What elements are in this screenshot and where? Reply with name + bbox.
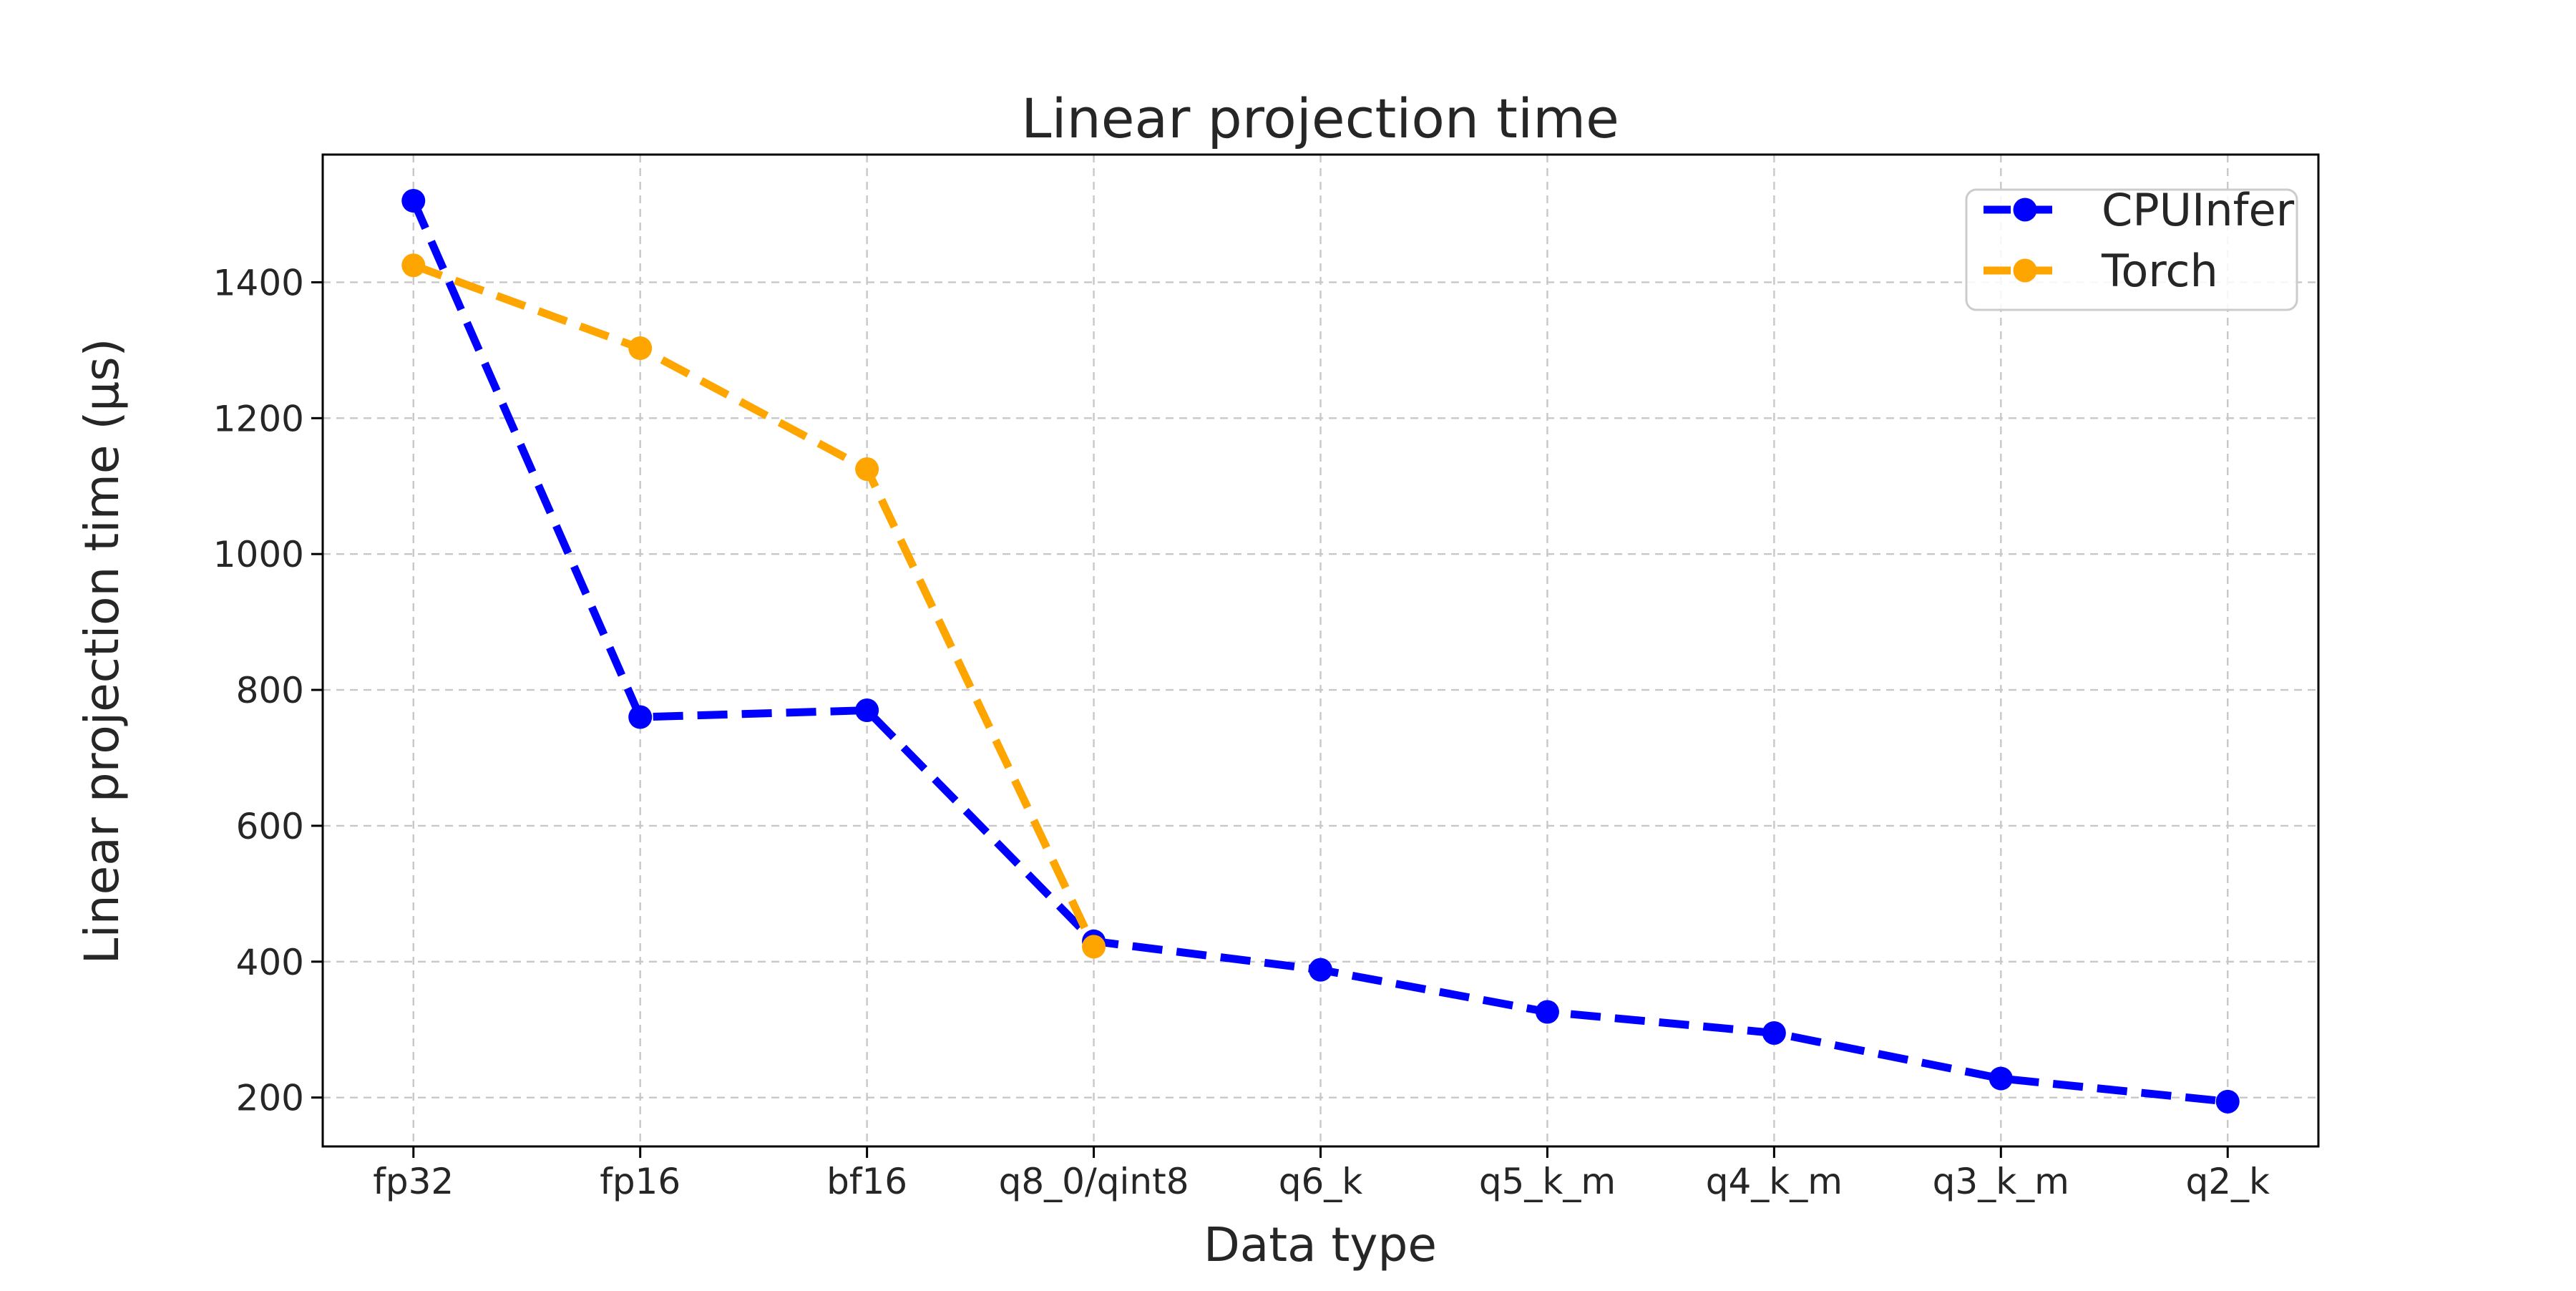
data-point-CPUInfer [1762,1020,1786,1045]
x-tick-label: q6_k [1279,1161,1363,1202]
y-axis-label: Linear projection time (μs) [74,338,130,965]
data-point-CPUInfer [855,698,879,723]
axes-frame [321,153,2320,1148]
chart-title: Linear projection time [1021,87,1619,150]
x-tick-label: fp32 [373,1161,454,1202]
data-point-Torch [628,336,653,361]
x-tick-label: q8_0/qint8 [999,1161,1189,1202]
x-tick-label: q5_k_m [1479,1161,1616,1202]
legend-item: Torch [1984,245,2218,297]
axis-ticks [311,281,2229,1158]
data-point-CPUInfer [1535,1000,1559,1024]
data-point-CPUInfer [1309,958,1332,982]
data-point-Torch [401,253,426,278]
data-point-CPUInfer [628,705,653,729]
data-point-CPUInfer [2215,1089,2240,1114]
data-point-CPUInfer [401,189,426,213]
x-tick-labels: fp32 fp16 bf16 q8_0/qint8 q6_k q5_k_m q4_k_m q3… [373,1161,2270,1202]
legend-label: CPUInfer [2102,184,2295,236]
x-tick-label: fp16 [600,1161,680,1202]
y-tick-label: 600 [236,806,304,847]
x-tick-label: q3_k_m [1933,1161,2069,1202]
plot-border [321,153,2320,1148]
legend-item: CPUInfer [1984,184,2295,236]
legend-label: Torch [2101,245,2218,297]
x-tick-label: q2_k [2185,1161,2270,1202]
data-point-Torch [855,457,879,482]
legend-marker [2013,258,2037,283]
data-point-CPUInfer [1989,1066,2013,1091]
x-tick-label: q4_k_m [1706,1161,1843,1202]
legend-box [1965,188,2298,311]
y-tick-label: 200 [236,1078,304,1119]
y-tick-label: 1200 [213,398,304,439]
y-tick-label: 1400 [213,262,304,303]
legend-marker [2013,198,2037,222]
data-point-Torch [1082,935,1106,959]
series-line-Torch [411,261,1098,949]
legend: CPUInfer Torch [1965,184,2298,311]
x-axis-label: Data type [1204,1217,1437,1272]
y-tick-label: 800 [236,670,304,711]
y-tick-label: 1000 [213,534,304,575]
y-tick-labels: 200 400 600 800 1000 1200 1400 [213,262,304,1119]
x-tick-label: bf16 [826,1161,907,1202]
data-series [401,189,2240,1114]
y-tick-label: 400 [236,942,304,983]
